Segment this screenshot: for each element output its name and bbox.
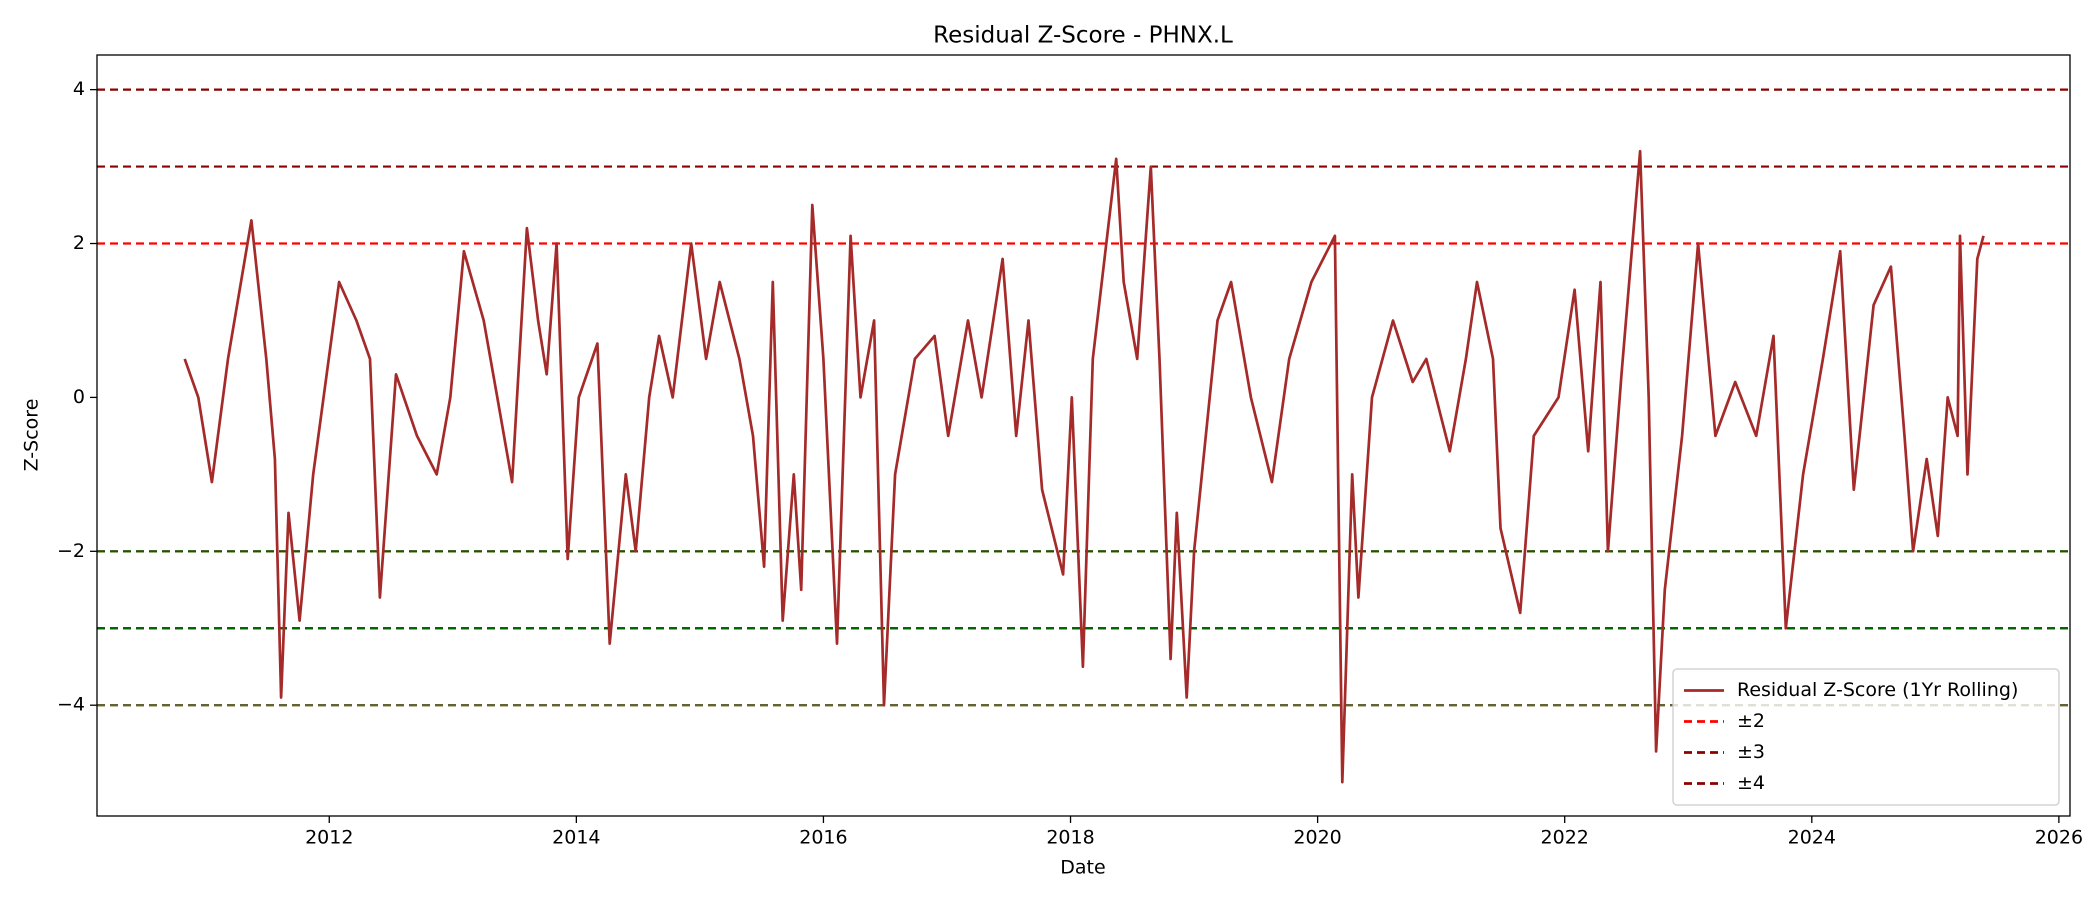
legend-label: ±2 [1737,710,1765,732]
legend-label: ±3 [1737,741,1765,763]
plot-area: 2012 2014 2016 2018 2020 2022 2024 2026 −4 −2 0 2 4 R… [57,54,2083,849]
x-tick-label: 2014 [552,827,600,849]
x-tick-label: 2012 [305,827,353,849]
legend: Residual Z-Score (1Yr Rolling) ±2 ±3 ±4 [1672,668,2060,806]
y-tick-label: 0 [73,386,85,408]
legend-label: ±4 [1737,772,1765,794]
legend-box [1672,668,2060,806]
plot-frame [96,54,2071,817]
x-tick-label: 2026 [2035,827,2083,849]
x-tick-label: 2020 [1293,827,1341,849]
chart-title: Residual Z-Score - PHNX.L [933,23,1233,49]
x-tick-label: 2022 [1541,827,1589,849]
x-axis-label: Date [1060,857,1105,879]
y-tick-label: −2 [57,540,85,562]
y-tick-label: 4 [73,78,85,100]
data-line [183,149,1985,784]
x-tick-label: 2024 [1788,827,1836,849]
legend-label: Residual Z-Score (1Yr Rolling) [1737,679,2018,701]
y-axis-label: Z-Score [21,399,43,472]
y-tick-label: −4 [57,694,85,716]
x-tick-label: 2018 [1046,827,1094,849]
x-tick-label: 2016 [799,827,847,849]
y-tick-label: 2 [73,232,85,254]
